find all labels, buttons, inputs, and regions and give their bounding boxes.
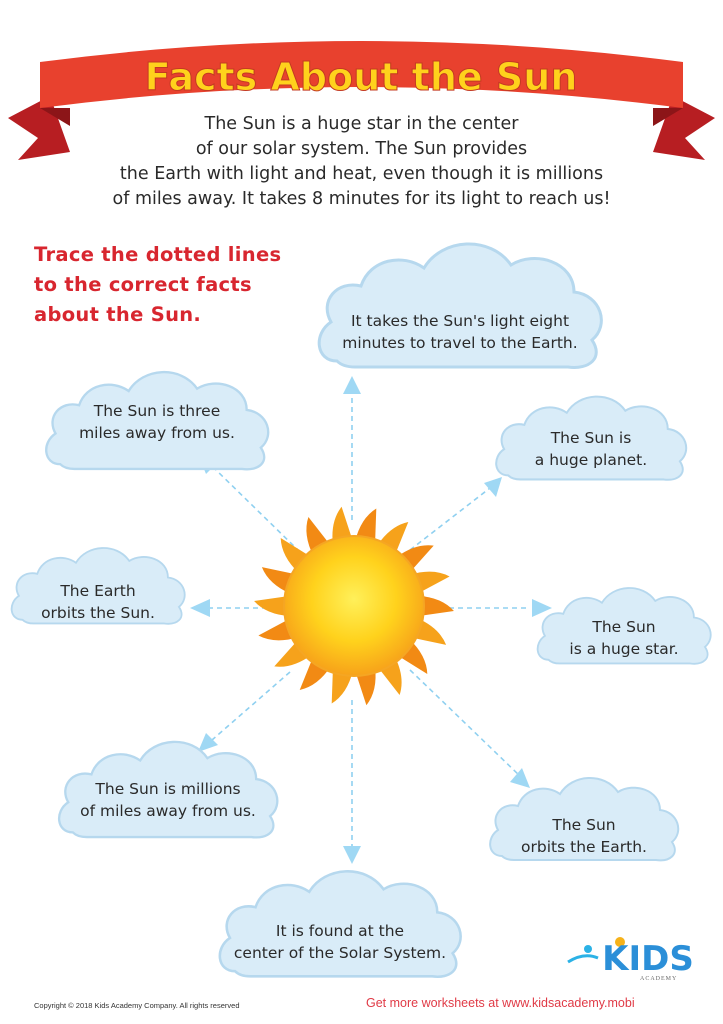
intro-paragraph: The Sun is a huge star in the center of … — [40, 112, 683, 212]
arrow-icon — [484, 477, 502, 497]
guide-line-upper-left[interactable] — [211, 465, 301, 553]
logo-wordmark: KIDS — [602, 939, 694, 979]
instruction-line: about the Sun. — [34, 303, 202, 326]
fact-line: minutes to travel to the Earth. — [342, 334, 578, 352]
logo-subtext: ACADEMY — [640, 976, 678, 982]
instruction-line: to the correct facts — [34, 273, 252, 296]
guide-line-lower-left[interactable] — [211, 671, 291, 741]
fact-line: a huge planet. — [534, 451, 648, 469]
guide-line-lower-right[interactable] — [409, 669, 521, 777]
fact-cloud-left[interactable]: The Earth orbits the Sun. — [16, 580, 180, 624]
fact-cloud-top[interactable]: It takes the Sun's light eight minutes t… — [294, 310, 626, 354]
fact-cloud-bottom[interactable]: It is found at the center of the Solar S… — [206, 920, 474, 964]
arrow-icon — [343, 376, 361, 394]
ribbon-banner — [8, 41, 715, 160]
fact-line: is a huge star. — [569, 640, 679, 658]
instruction-line: Trace the dotted lines — [34, 243, 282, 266]
fact-cloud-lower-left[interactable]: The Sun is millions of miles away from u… — [50, 778, 286, 822]
intro-line: The Sun is a huge star in the center — [204, 114, 519, 134]
copyright-text: Copyright © 2018 Kids Academy Company. A… — [34, 1001, 240, 1010]
fact-line: orbits the Sun. — [41, 604, 155, 622]
worksheets-link[interactable]: Get more worksheets at www.kidsacademy.m… — [366, 996, 635, 1010]
sun-ray — [254, 595, 291, 617]
arrow-icon — [510, 768, 530, 788]
sun-icon — [254, 506, 454, 706]
fact-line: orbits the Earth. — [521, 838, 647, 856]
fact-cloud-upper-right[interactable]: The Sun is a huge planet. — [500, 427, 682, 471]
fact-line: of miles away from us. — [80, 802, 256, 820]
fact-line: center of the Solar System. — [233, 944, 447, 962]
arrow-icon — [343, 846, 361, 864]
fact-cloud-upper-left[interactable]: The Sun is three miles away from us. — [48, 400, 266, 444]
fact-line: The Sun — [552, 816, 616, 834]
sun-ray — [417, 595, 454, 617]
fact-line: miles away from us. — [79, 424, 235, 442]
arrow-icon — [532, 599, 552, 617]
fact-cloud-lower-right[interactable]: The Sun orbits the Earth. — [494, 814, 674, 858]
fact-cloud-right[interactable]: The Sun is a huge star. — [542, 616, 706, 660]
guide-line-upper-right[interactable] — [409, 487, 491, 551]
fact-line: The Sun is three — [93, 402, 221, 420]
fact-line: The Sun is millions — [95, 780, 241, 798]
fact-line: The Sun — [592, 618, 656, 636]
kids-academy-logo: KIDS — [567, 937, 694, 979]
intro-line: of our solar system. The Sun provides — [195, 139, 528, 159]
page-title: Facts About the Sun — [145, 55, 578, 99]
fact-line: It is found at the — [275, 922, 405, 940]
fact-line: The Earth — [60, 582, 136, 600]
arrow-icon — [198, 733, 218, 752]
arrow-icon — [190, 599, 210, 617]
instruction-text: Trace the dotted lines to the correct fa… — [34, 240, 324, 330]
intro-line: of miles away. It takes 8 minutes for it… — [112, 189, 611, 209]
fact-line: It takes the Sun's light eight — [350, 312, 570, 330]
fact-line: The Sun is — [550, 429, 632, 447]
intro-line: the Earth with light and heat, even thou… — [119, 164, 604, 184]
